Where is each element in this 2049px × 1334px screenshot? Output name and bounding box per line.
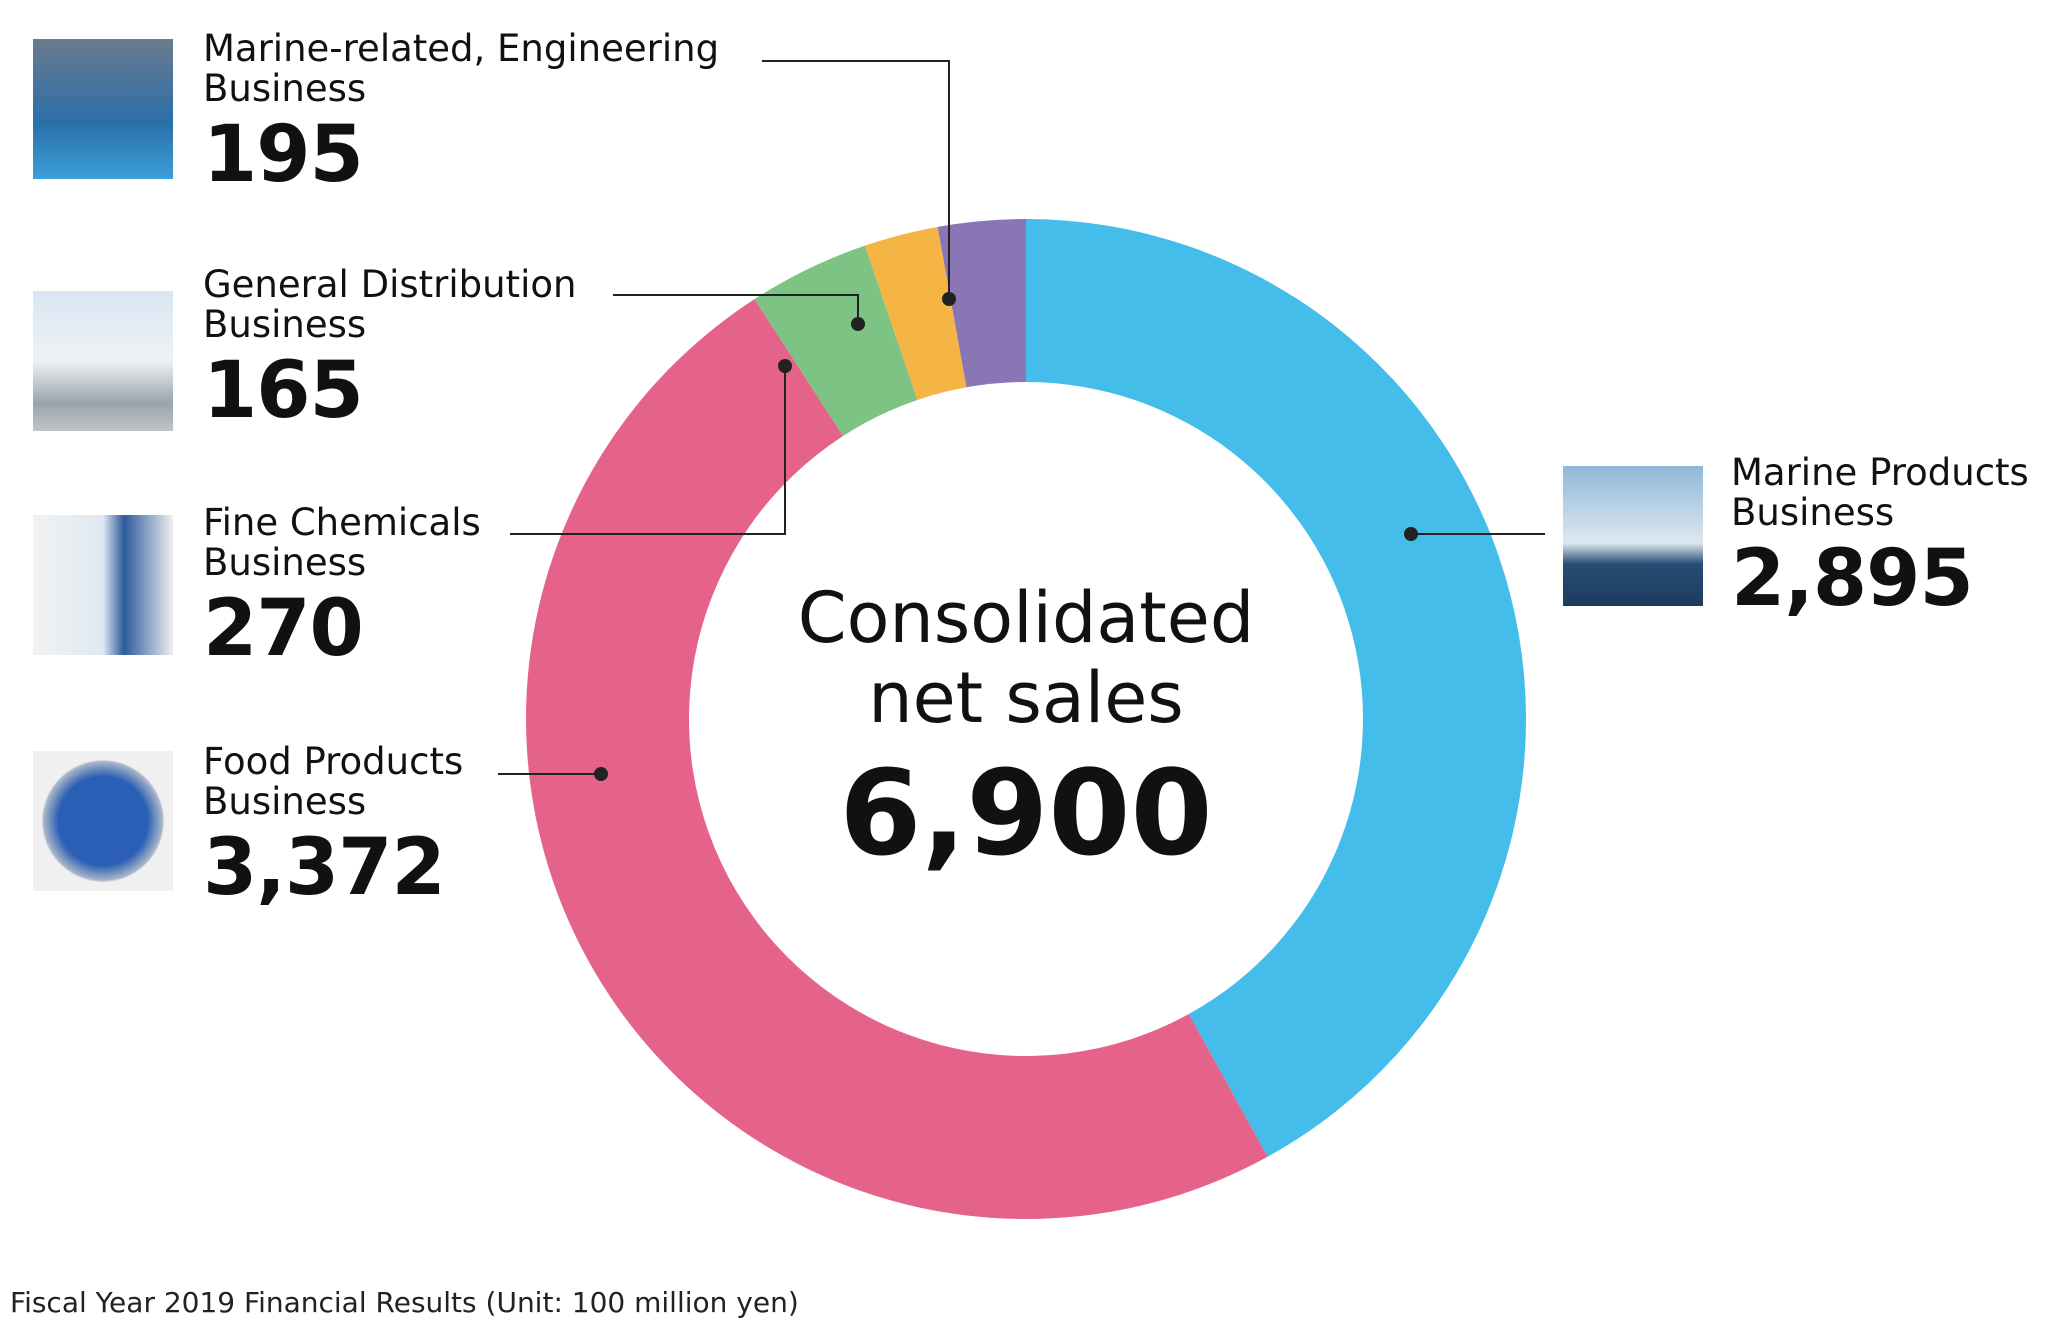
photo [33,515,173,655]
segment-label: Fine Chemicals Business 270 [203,503,481,675]
donut-segment [1026,219,1526,1157]
leader-dot [942,292,956,306]
segment-label: Marine Products Business 2,895 [1731,453,2029,625]
leader-line [613,294,859,324]
center-total: 6,900 [839,744,1213,882]
leader-line [762,60,950,299]
segment-name: Marine-related, Engineering Business [203,27,720,110]
segment-name: Marine Products Business [1731,451,2029,534]
photo [33,39,173,179]
donut-segment [525,299,1268,1220]
photo [1563,466,1703,606]
segment-name: Food Products Business [203,740,464,823]
center-label: Consolidated net sales [797,577,1255,739]
leader-dot [778,359,792,373]
donut-segment [754,245,918,436]
donut [525,219,1526,1220]
donut-segment [937,219,1026,388]
segment-value: 195 [203,110,364,200]
photo [33,291,173,431]
leader-dots [594,292,1418,781]
photo [33,751,173,891]
segment-label: Food Products Business 3,372 [203,742,463,914]
leader-dot [851,317,865,331]
segment-label: General Distribution Business 165 [203,265,576,437]
segment-name: Fine Chemicals Business [203,501,481,584]
leaders [498,60,1545,775]
leader-dot [594,767,608,781]
segment-label: Marine-related, Engineering Business 195 [203,29,719,201]
leader-line [510,366,786,535]
segment-value: 3,372 [203,823,446,913]
leader-dot [1404,527,1418,541]
segment-value: 2,895 [1731,534,1974,624]
segment-value: 165 [203,346,364,436]
segment-name: General Distribution Business [203,263,577,346]
segment-value: 270 [203,584,364,674]
footnote: Fiscal Year 2019 Financial Results (Unit… [10,1286,799,1319]
donut-segment [864,226,967,400]
